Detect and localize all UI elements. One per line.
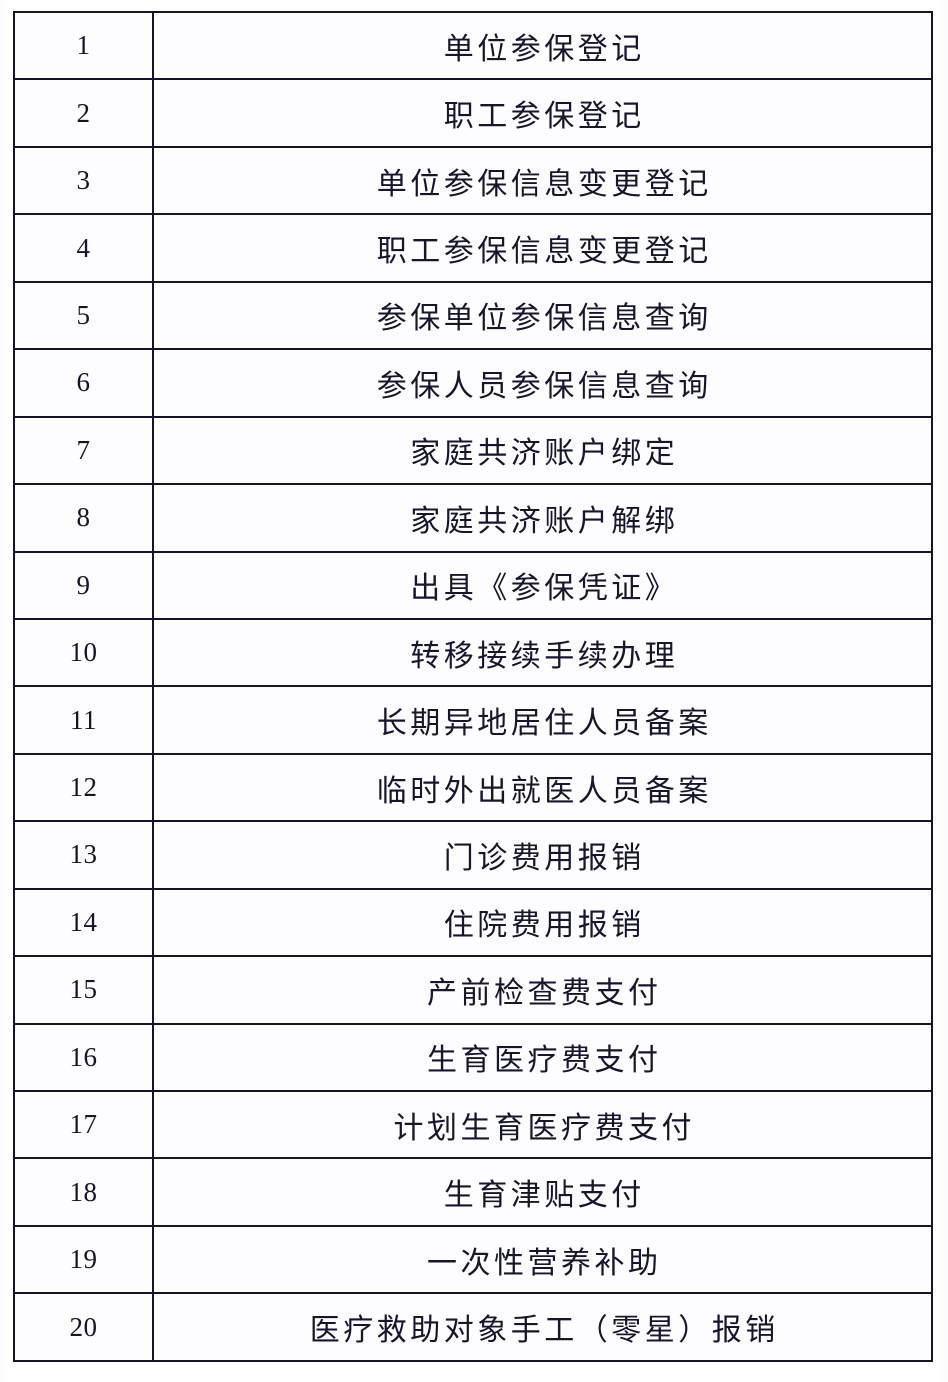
row-index-cell: 15	[13, 955, 154, 1025]
service-item-name-cell: 转移接续手续办理	[152, 617, 933, 688]
table-row: 20 医疗救助对象手工（零星）报销	[13, 1292, 933, 1362]
table-body: 1 单位参保登记 2 职工参保登记 3 单位参保信息变更登记 4 职工参保信息变更登记 5 参保单…	[13, 10, 933, 1362]
table-row: 7 家庭共济账户绑定	[13, 415, 933, 486]
table-row: 9 出具《参保凭证》	[13, 550, 933, 620]
table-row: 2 职工参保登记	[13, 78, 933, 148]
row-index-cell: 7	[13, 415, 154, 486]
service-item-name-cell: 职工参保登记	[152, 78, 933, 148]
row-index-cell: 4	[13, 213, 154, 283]
row-index-cell: 13	[13, 820, 154, 890]
row-index-cell: 2	[13, 78, 154, 148]
service-item-name-cell: 出具《参保凭证》	[152, 550, 933, 620]
table-row: 4 职工参保信息变更登记	[13, 213, 933, 283]
row-index-cell: 14	[13, 887, 154, 958]
service-item-name-cell: 生育津贴支付	[152, 1157, 933, 1227]
row-index-cell: 11	[13, 685, 154, 755]
table-row: 1 单位参保登记	[13, 10, 933, 81]
row-index-cell: 18	[13, 1157, 154, 1227]
service-item-name-cell: 职工参保信息变更登记	[152, 213, 933, 283]
row-index-cell: 10	[13, 617, 154, 688]
service-item-name-cell: 长期异地居住人员备案	[152, 685, 933, 755]
table-row: 15 产前检查费支付	[13, 955, 933, 1025]
row-index-cell: 19	[13, 1224, 154, 1295]
service-item-name-cell: 临时外出就医人员备案	[152, 752, 933, 823]
table-row: 12 临时外出就医人员备案	[13, 752, 933, 823]
table-row: 8 家庭共济账户解绑	[13, 483, 933, 553]
row-index-cell: 8	[13, 483, 154, 553]
service-item-name-cell: 生育医疗费支付	[152, 1022, 933, 1093]
row-index-cell: 17	[13, 1089, 154, 1160]
row-index-cell: 9	[13, 550, 154, 620]
row-index-cell: 20	[13, 1292, 154, 1362]
row-index-cell: 1	[13, 10, 154, 81]
table-row: 10 转移接续手续办理	[13, 617, 933, 688]
table-row: 5 参保单位参保信息查询	[13, 280, 933, 351]
row-index-cell: 16	[13, 1022, 154, 1093]
service-item-name-cell: 单位参保信息变更登记	[152, 145, 933, 216]
service-items-table-wrapper: 1 单位参保登记 2 职工参保登记 3 单位参保信息变更登记 4 职工参保信息变更登记 5 参保单…	[13, 10, 933, 1362]
row-index-cell: 6	[13, 348, 154, 418]
service-item-name-cell: 产前检查费支付	[152, 955, 933, 1025]
row-index-cell: 12	[13, 752, 154, 823]
service-item-name-cell: 家庭共济账户绑定	[152, 415, 933, 486]
service-item-name-cell: 住院费用报销	[152, 887, 933, 958]
service-item-name-cell: 参保人员参保信息查询	[152, 348, 933, 418]
service-items-table: 1 单位参保登记 2 职工参保登记 3 单位参保信息变更登记 4 职工参保信息变更登记 5 参保单…	[13, 10, 933, 1362]
table-row: 18 生育津贴支付	[13, 1157, 933, 1227]
service-item-name-cell: 单位参保登记	[152, 10, 933, 81]
service-item-name-cell: 参保单位参保信息查询	[152, 280, 933, 351]
table-row: 14 住院费用报销	[13, 887, 933, 958]
service-item-name-cell: 一次性营养补助	[152, 1224, 933, 1295]
table-row: 13 门诊费用报销	[13, 820, 933, 890]
row-index-cell: 5	[13, 280, 154, 351]
table-row: 17 计划生育医疗费支付	[13, 1089, 933, 1160]
service-item-name-cell: 家庭共济账户解绑	[152, 483, 933, 553]
table-row: 3 单位参保信息变更登记	[13, 145, 933, 216]
service-item-name-cell: 医疗救助对象手工（零星）报销	[152, 1292, 933, 1362]
table-row: 19 一次性营养补助	[13, 1224, 933, 1295]
service-item-name-cell: 计划生育医疗费支付	[152, 1089, 933, 1160]
table-row: 11 长期异地居住人员备案	[13, 685, 933, 755]
table-row: 6 参保人员参保信息查询	[13, 348, 933, 418]
row-index-cell: 3	[13, 145, 154, 216]
service-item-name-cell: 门诊费用报销	[152, 820, 933, 890]
table-row: 16 生育医疗费支付	[13, 1022, 933, 1093]
